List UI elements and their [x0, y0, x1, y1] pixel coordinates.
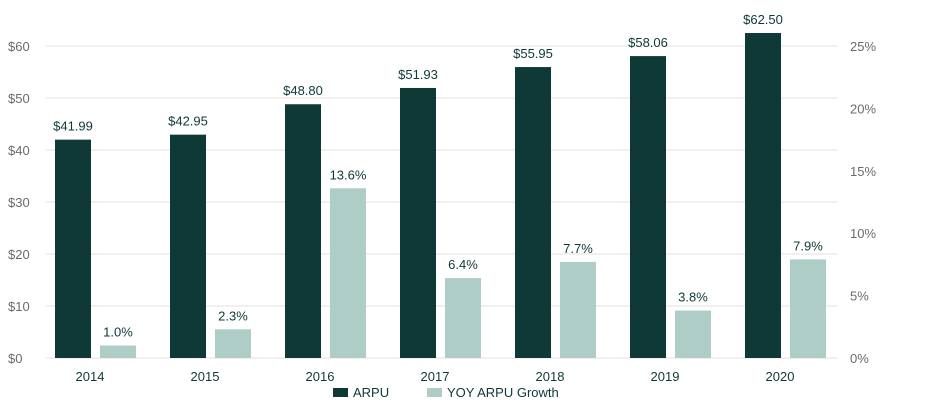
growth-bar	[675, 310, 711, 358]
right-axis-tick: 0%	[850, 351, 869, 366]
arpu-label: $62.50	[743, 12, 783, 27]
left-axis-tick: $0	[8, 351, 22, 366]
arpu-label: $55.95	[513, 46, 553, 61]
arpu-label: $41.99	[53, 119, 93, 134]
growth-bar	[790, 259, 826, 358]
arpu-bar	[630, 56, 666, 358]
right-axis-tick: 15%	[850, 164, 876, 179]
arpu-label: $48.80	[283, 83, 323, 98]
left-axis-tick: $20	[8, 247, 30, 262]
x-axis-tick: 2017	[421, 369, 450, 384]
left-axis-tick: $60	[8, 39, 30, 54]
legend-swatch-growth	[427, 388, 442, 397]
growth-label: 7.9%	[793, 238, 823, 253]
left-axis-tick: $40	[8, 143, 30, 158]
growth-label: 13.6%	[330, 167, 367, 182]
right-axis-tick: 5%	[850, 289, 869, 304]
arpu-bar	[285, 104, 321, 359]
growth-label: 3.8%	[678, 290, 708, 305]
x-axis-tick: 2020	[766, 369, 795, 384]
growth-label: 6.4%	[448, 257, 478, 272]
right-axis-tick: 10%	[850, 226, 876, 241]
x-axis-tick: 2014	[76, 369, 105, 384]
arpu-label: $42.95	[168, 114, 208, 129]
left-axis-tick: $30	[8, 195, 30, 210]
legend-label-growth: YOY ARPU Growth	[447, 385, 559, 400]
growth-bar	[100, 345, 136, 358]
arpu-bar	[745, 33, 781, 358]
arpu-bar	[400, 87, 436, 359]
x-axis-tick: 2018	[536, 369, 565, 384]
left-axis-tick: $10	[8, 299, 30, 314]
x-axis-tick: 2015	[191, 369, 220, 384]
x-axis-tick: 2016	[306, 369, 335, 384]
growth-bar	[560, 261, 596, 358]
growth-label: 7.7%	[563, 241, 593, 256]
arpu-bar	[170, 134, 206, 358]
growth-bar	[445, 278, 481, 358]
arpu-label: $58.06	[628, 35, 668, 50]
growth-bar	[330, 188, 366, 358]
right-axis-tick: 25%	[850, 39, 876, 54]
arpu-label: $51.93	[398, 67, 438, 82]
arpu-bar	[515, 67, 551, 358]
right-axis-tick: 20%	[850, 101, 876, 116]
arpu-bar	[55, 139, 91, 358]
legend-swatch-arpu	[333, 388, 348, 397]
x-axis-tick: 2019	[651, 369, 680, 384]
growth-label: 2.3%	[218, 308, 248, 323]
legend-label-arpu: ARPU	[353, 385, 389, 400]
left-axis-tick: $50	[8, 91, 30, 106]
growth-label: 1.0%	[103, 325, 133, 340]
growth-bar	[215, 329, 251, 358]
